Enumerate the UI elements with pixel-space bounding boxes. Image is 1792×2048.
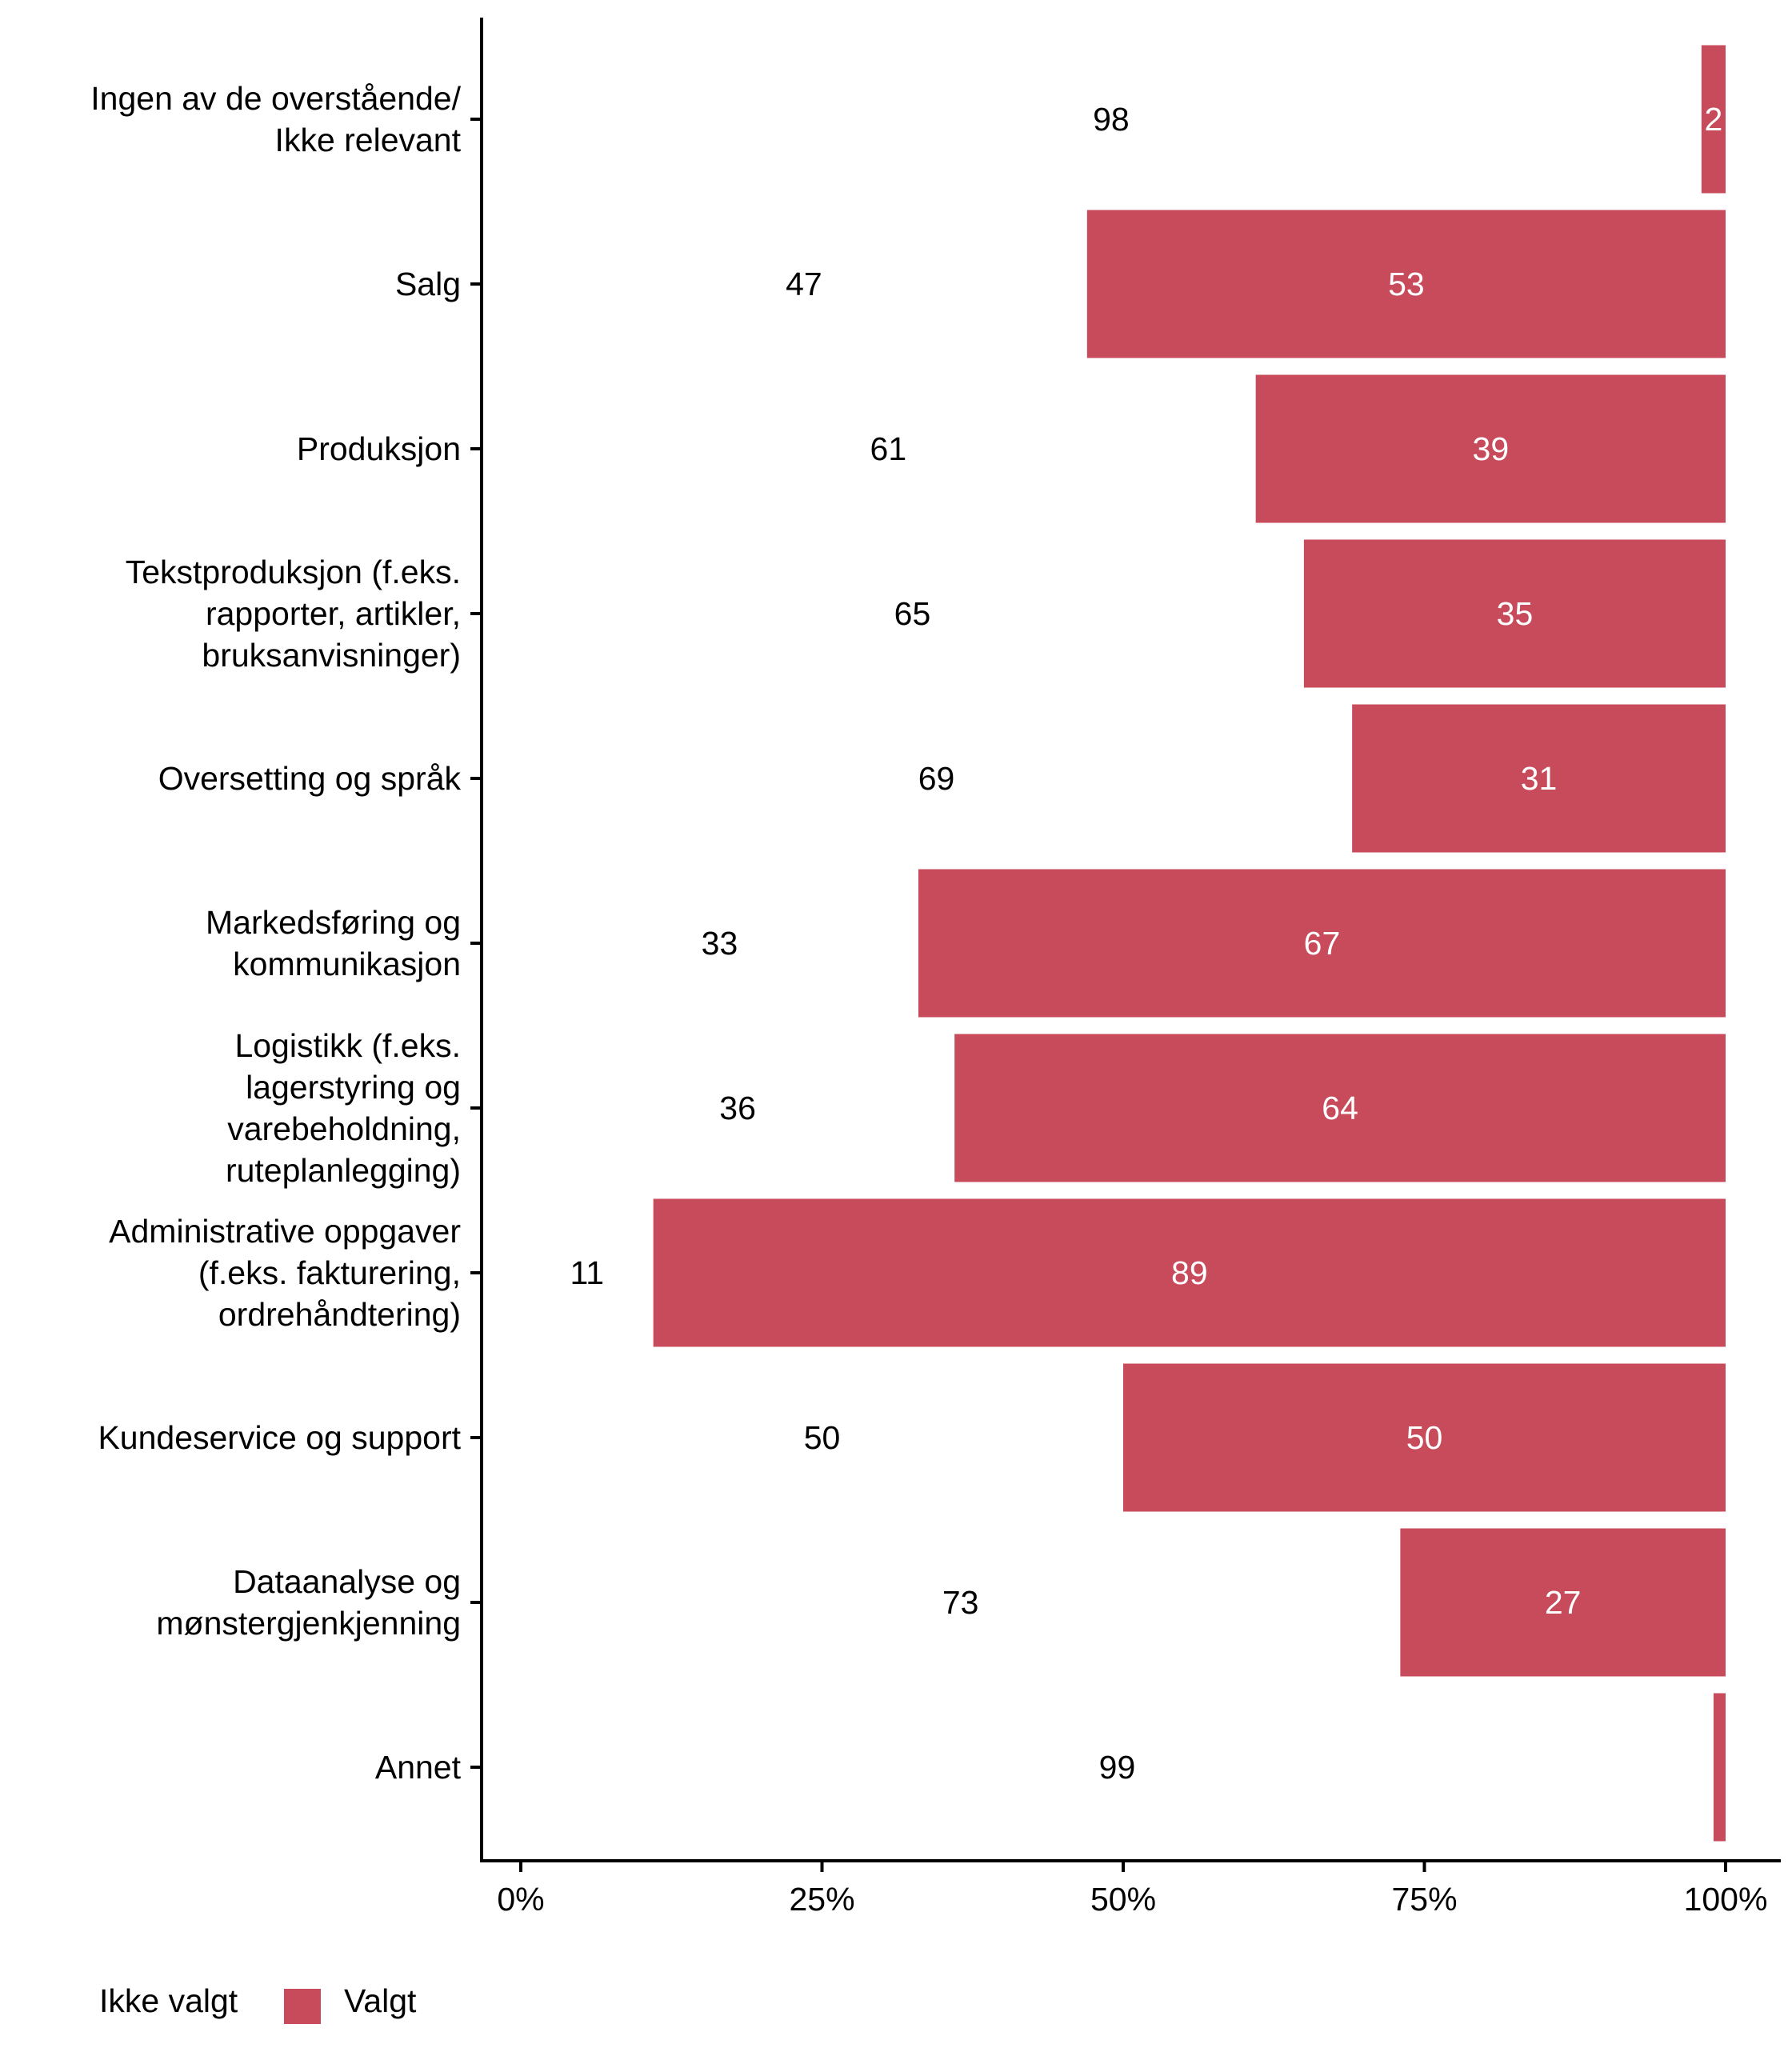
- bar-valgt-10: [1713, 1693, 1726, 1842]
- category-label-0: Ingen av de overstående/Ikke relevant: [90, 80, 461, 158]
- x-tick-label-1: 25%: [789, 1881, 854, 1918]
- category-label-line: Logistikk (f.eks.: [234, 1027, 461, 1064]
- value-label-ikke-valgt-4: 69: [918, 760, 955, 797]
- bar-ikke-valgt-10: [521, 1693, 1714, 1842]
- category-label-line: ordrehåndtering): [218, 1296, 461, 1333]
- value-label-valgt-2: 39: [1473, 430, 1510, 467]
- bar-ikke-valgt-9: [521, 1528, 1401, 1677]
- category-label-line: rapporter, artikler,: [206, 595, 461, 632]
- bar-valgt-6: [954, 1034, 1726, 1182]
- category-label-6: Logistikk (f.eks. lagerstyring og varebeho…: [226, 1027, 461, 1189]
- category-label-line: Kundeservice og support: [98, 1419, 461, 1456]
- y-ticks-layer: Ingen av de overstående/Ikke relevant Sal…: [90, 80, 482, 1786]
- category-label-line: ruteplanlegging): [226, 1152, 461, 1189]
- bars-layer: [521, 45, 1726, 1842]
- value-label-ikke-valgt-1: 47: [786, 266, 822, 302]
- value-label-valgt-4: 31: [1521, 760, 1558, 797]
- bar-ikke-valgt-2: [521, 374, 1256, 523]
- value-label-valgt-1: 53: [1388, 266, 1425, 302]
- bar-valgt-5: [918, 869, 1726, 1018]
- value-label-ikke-valgt-10: 99: [1099, 1749, 1136, 1786]
- value-label-valgt-0: 2: [1705, 101, 1723, 138]
- legend: Ikke valgt Valgt: [99, 1982, 417, 2024]
- bar-valgt-2: [1255, 374, 1726, 523]
- category-label-3: Tekstproduksjon (f.eks. rapporter, artikl…: [126, 554, 461, 674]
- bar-valgt-8: [1123, 1363, 1726, 1512]
- value-label-ikke-valgt-7: 11: [570, 1254, 605, 1291]
- category-label-line: bruksanvisninger): [202, 637, 461, 674]
- bar-ikke-valgt-3: [521, 539, 1304, 688]
- bar-ikke-valgt-6: [521, 1034, 955, 1182]
- bar-ikke-valgt-0: [521, 45, 1702, 194]
- category-label-5: Markedsføring og kommunikasjon: [206, 904, 461, 982]
- category-label-line: lagerstyring og: [246, 1069, 461, 1106]
- category-label-line: Ikke relevant: [275, 122, 462, 158]
- bar-valgt-7: [653, 1198, 1726, 1347]
- category-label-line: mønstergjenkjenning: [156, 1605, 461, 1642]
- value-label-ikke-valgt-5: 33: [702, 925, 738, 962]
- bar-valgt-3: [1303, 539, 1726, 688]
- category-label-7: Administrative oppgaver (f.eks. faktureri…: [109, 1213, 461, 1333]
- bar-ikke-valgt-7: [521, 1198, 654, 1347]
- value-label-ikke-valgt-0: 98: [1093, 101, 1130, 138]
- category-label-line: Oversetting og språk: [158, 760, 462, 797]
- x-tick-label-0: 0%: [497, 1881, 544, 1918]
- bar-valgt-4: [1352, 704, 1726, 853]
- legend-label-ikke-valgt: Ikke valgt: [99, 1982, 238, 2019]
- category-label-line: Ingen av de overstående/: [90, 80, 461, 117]
- category-label-2: Produksjon: [297, 430, 461, 467]
- category-label-line: Markedsføring og: [206, 904, 461, 941]
- legend-label-valgt: Valgt: [344, 1982, 417, 2019]
- value-label-ikke-valgt-2: 61: [870, 430, 907, 467]
- category-label-line: Dataanalyse og: [233, 1563, 461, 1600]
- value-label-valgt-8: 50: [1406, 1419, 1443, 1456]
- bar-ikke-valgt-5: [521, 869, 918, 1018]
- bar-valgt-9: [1400, 1528, 1726, 1677]
- value-label-valgt-5: 67: [1304, 925, 1341, 962]
- category-label-line: Annet: [375, 1749, 462, 1786]
- x-tick-label-4: 100%: [1684, 1881, 1768, 1918]
- value-label-ikke-valgt-6: 36: [719, 1090, 756, 1126]
- category-label-8: Kundeservice og support: [98, 1419, 461, 1456]
- bar-valgt-1: [1086, 210, 1726, 358]
- value-label-valgt-9: 27: [1545, 1584, 1582, 1621]
- category-label-line: (f.eks. fakturering,: [198, 1254, 461, 1291]
- value-label-valgt-7: 89: [1171, 1254, 1208, 1291]
- category-label-10: Annet: [375, 1749, 462, 1786]
- legend-swatch-valgt: [284, 1989, 321, 2024]
- x-tick-label-3: 75%: [1391, 1881, 1457, 1918]
- value-label-valgt-3: 35: [1497, 595, 1534, 632]
- value-label-valgt-6: 64: [1322, 1090, 1358, 1126]
- value-label-ikke-valgt-9: 73: [942, 1584, 979, 1621]
- bar-ikke-valgt-4: [521, 704, 1353, 853]
- value-labels-layer: 98 2 47 53 61 39 65 35 69 31 33 67 36 64 11 89 50 50 73 27 9…: [570, 101, 1723, 1786]
- bar-ikke-valgt-1: [521, 210, 1087, 358]
- category-label-line: Administrative oppgaver: [109, 1213, 461, 1250]
- category-label-line: varebeholdning,: [227, 1110, 461, 1147]
- value-label-ikke-valgt-3: 65: [894, 595, 931, 632]
- category-label-line: kommunikasjon: [233, 946, 461, 982]
- bar-ikke-valgt-8: [521, 1363, 1123, 1512]
- x-tick-label-2: 50%: [1090, 1881, 1156, 1918]
- x-ticks-layer: 0% 25% 50% 75% 100%: [497, 1861, 1767, 1918]
- category-label-line: Salg: [395, 266, 461, 302]
- category-label-line: Tekstproduksjon (f.eks.: [126, 554, 461, 590]
- value-label-ikke-valgt-8: 50: [804, 1419, 841, 1456]
- category-label-9: Dataanalyse og mønstergjenkjenning: [156, 1563, 461, 1642]
- category-label-4: Oversetting og språk: [158, 760, 462, 797]
- bar-valgt-0: [1701, 45, 1726, 194]
- category-label-1: Salg: [395, 266, 461, 302]
- category-label-line: Produksjon: [297, 430, 461, 467]
